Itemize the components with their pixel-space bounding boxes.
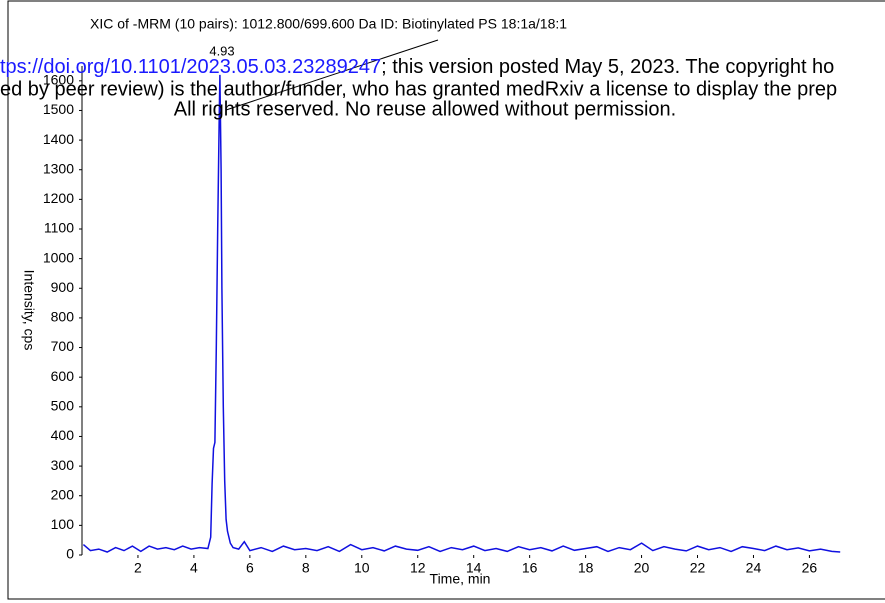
x-tick-label: 20 xyxy=(634,560,650,576)
y-tick-label: 1100 xyxy=(44,220,74,236)
y-tick-label: 400 xyxy=(51,427,75,443)
x-tick-label: 24 xyxy=(746,560,762,576)
x-tick-label: 10 xyxy=(354,560,370,576)
y-tick-label: 1200 xyxy=(43,190,74,206)
leader-line xyxy=(225,39,439,111)
x-tick-label: 18 xyxy=(578,560,594,576)
y-tick-label: 600 xyxy=(51,368,75,384)
x-tick-label: 6 xyxy=(246,560,254,576)
watermark-line1: tps://doi.org/10.1101/2023.05.03.2328924… xyxy=(0,56,834,78)
watermark-line3: All rights reserved. No reuse allowed wi… xyxy=(174,98,676,120)
y-tick-label: 100 xyxy=(51,516,75,532)
y-tick-label: 900 xyxy=(51,279,75,295)
x-tick-label: 12 xyxy=(410,560,426,576)
y-tick-label: 1600 xyxy=(43,72,74,88)
y-tick-label: 1000 xyxy=(43,249,74,265)
watermark-link[interactable]: tps://doi.org/10.1101/2023.05.03.2328924… xyxy=(0,56,381,78)
data-line xyxy=(82,74,841,553)
watermark-line2: ed by peer review) is the author/funder,… xyxy=(0,78,837,100)
x-axis-label: Time, min xyxy=(430,571,491,587)
x-tick-label: 2 xyxy=(134,560,142,576)
y-tick-label: 1400 xyxy=(43,131,74,147)
x-tick-label: 22 xyxy=(690,560,706,576)
x-tick-label: 4 xyxy=(190,560,198,576)
x-tick-label: 16 xyxy=(522,560,538,576)
watermark-text: ; this version posted May 5, 2023. The c… xyxy=(381,56,834,78)
peak-annotation: 4.93 xyxy=(209,43,234,58)
y-tick-label: 500 xyxy=(51,398,75,414)
y-tick-label: 200 xyxy=(51,486,75,502)
y-tick-label: 700 xyxy=(51,338,75,354)
y-tick-label: 1500 xyxy=(43,101,74,117)
frame xyxy=(7,0,885,600)
chart-title: XIC of -MRM (10 pairs): 1012.800/699.600… xyxy=(90,16,567,32)
x-tick-label: 14 xyxy=(466,560,482,576)
y-tick-label: 0 xyxy=(66,546,74,562)
y-tick-label: 800 xyxy=(51,309,75,325)
x-tick-label: 8 xyxy=(302,560,310,576)
y-tick-label: 300 xyxy=(51,457,75,473)
x-tick-label: 26 xyxy=(802,560,818,576)
y-tick-label: 1300 xyxy=(43,160,74,176)
y-axis-label: Intensity, cps xyxy=(21,270,37,351)
